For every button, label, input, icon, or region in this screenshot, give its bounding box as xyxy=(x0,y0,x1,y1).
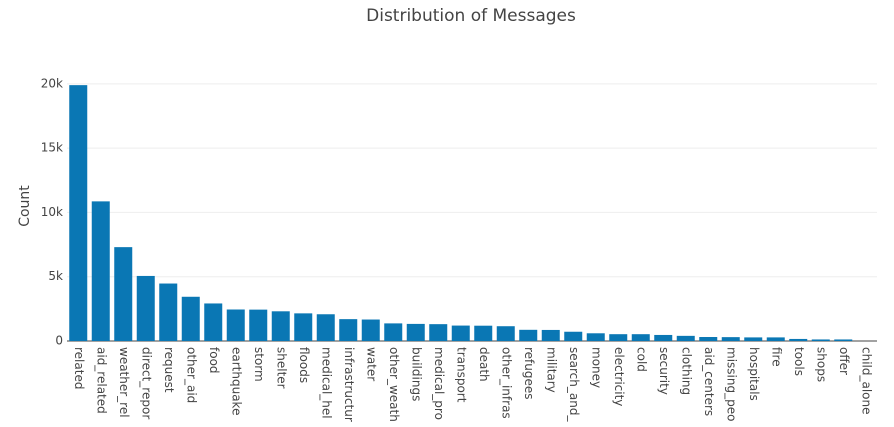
bar xyxy=(271,311,290,341)
x-tick-label: request xyxy=(162,347,176,393)
x-tick-label: water xyxy=(364,347,378,381)
x-tick-label: cold xyxy=(634,347,648,372)
y-tick-label: 20k xyxy=(41,76,63,90)
x-tick-label: storm xyxy=(252,347,266,382)
bar xyxy=(811,339,830,341)
bar xyxy=(631,334,650,341)
x-tick-label: clothing xyxy=(679,347,693,395)
bar xyxy=(91,201,110,341)
y-axis-label: Count xyxy=(17,185,33,227)
bar xyxy=(834,339,853,341)
bar xyxy=(294,313,313,341)
x-tick-label: hospitals xyxy=(747,347,761,401)
x-tick-label: refugees xyxy=(522,347,536,400)
x-tick-label: search_and_ xyxy=(567,347,581,422)
x-tick-label: military xyxy=(544,347,558,393)
x-tick-label: fire xyxy=(769,347,783,367)
bar xyxy=(159,283,178,341)
x-tick-label: medical_hel xyxy=(319,347,333,419)
x-tick-label: electricity xyxy=(612,347,626,406)
bar xyxy=(721,337,740,341)
y-tick-label: 10k xyxy=(41,205,63,219)
x-tick-label: transport xyxy=(454,347,468,403)
x-tick-label: child_alone xyxy=(859,347,873,415)
bar xyxy=(541,329,560,341)
bar xyxy=(766,337,785,341)
bar xyxy=(699,337,718,341)
bar xyxy=(204,303,223,341)
bar xyxy=(361,319,380,341)
x-tick-label: other_aid xyxy=(184,347,198,403)
x-tick-label: offer xyxy=(837,347,851,375)
bar xyxy=(474,325,493,341)
bar xyxy=(519,329,538,341)
bar xyxy=(496,326,515,341)
x-tick-label: shops xyxy=(814,347,828,382)
bar xyxy=(136,275,155,341)
x-tick-label: floods xyxy=(297,347,311,383)
bar xyxy=(181,296,200,341)
bar xyxy=(226,309,245,341)
x-tick-label: other_weath xyxy=(387,347,401,422)
bar xyxy=(744,337,763,341)
x-tick-label: shelter xyxy=(274,347,288,389)
x-tick-label: buildings xyxy=(409,347,423,401)
x-tick-label: missing_peo xyxy=(724,347,738,421)
bar xyxy=(789,338,808,341)
bar xyxy=(114,247,133,341)
x-tick-label: death xyxy=(477,347,491,382)
x-tick-label: weather_rel xyxy=(117,347,131,418)
x-tick-label: aid_related xyxy=(94,347,108,414)
bar xyxy=(564,331,583,341)
x-tick-label: related xyxy=(72,347,86,389)
x-tick-label: infrastructur xyxy=(342,347,356,422)
x-tick-label: medical_pro xyxy=(432,347,446,420)
x-tick-label: direct_repor xyxy=(139,347,153,419)
bar xyxy=(316,314,335,341)
bar xyxy=(609,334,628,341)
y-tick-label: 0 xyxy=(55,334,63,348)
bar xyxy=(406,323,425,341)
x-tick-label: other_infras xyxy=(499,347,513,419)
bar xyxy=(249,309,268,341)
bar xyxy=(69,85,88,342)
bar xyxy=(339,319,358,341)
bar xyxy=(451,325,470,341)
y-tick-label: 5k xyxy=(48,269,63,283)
bar xyxy=(429,324,448,341)
bar xyxy=(384,323,403,341)
bar xyxy=(676,335,695,341)
x-tick-label: earthquake xyxy=(229,347,243,415)
x-tick-label: aid_centers xyxy=(702,347,716,416)
x-tick-label: money xyxy=(589,347,603,388)
x-tick-label: food xyxy=(207,347,221,374)
y-tick-label: 15k xyxy=(41,141,63,155)
bar xyxy=(654,334,673,341)
bar xyxy=(586,333,605,341)
chart-title: Distribution of Messages xyxy=(366,6,576,26)
x-tick-label: security xyxy=(657,347,671,395)
x-tick-label: tools xyxy=(792,347,806,376)
